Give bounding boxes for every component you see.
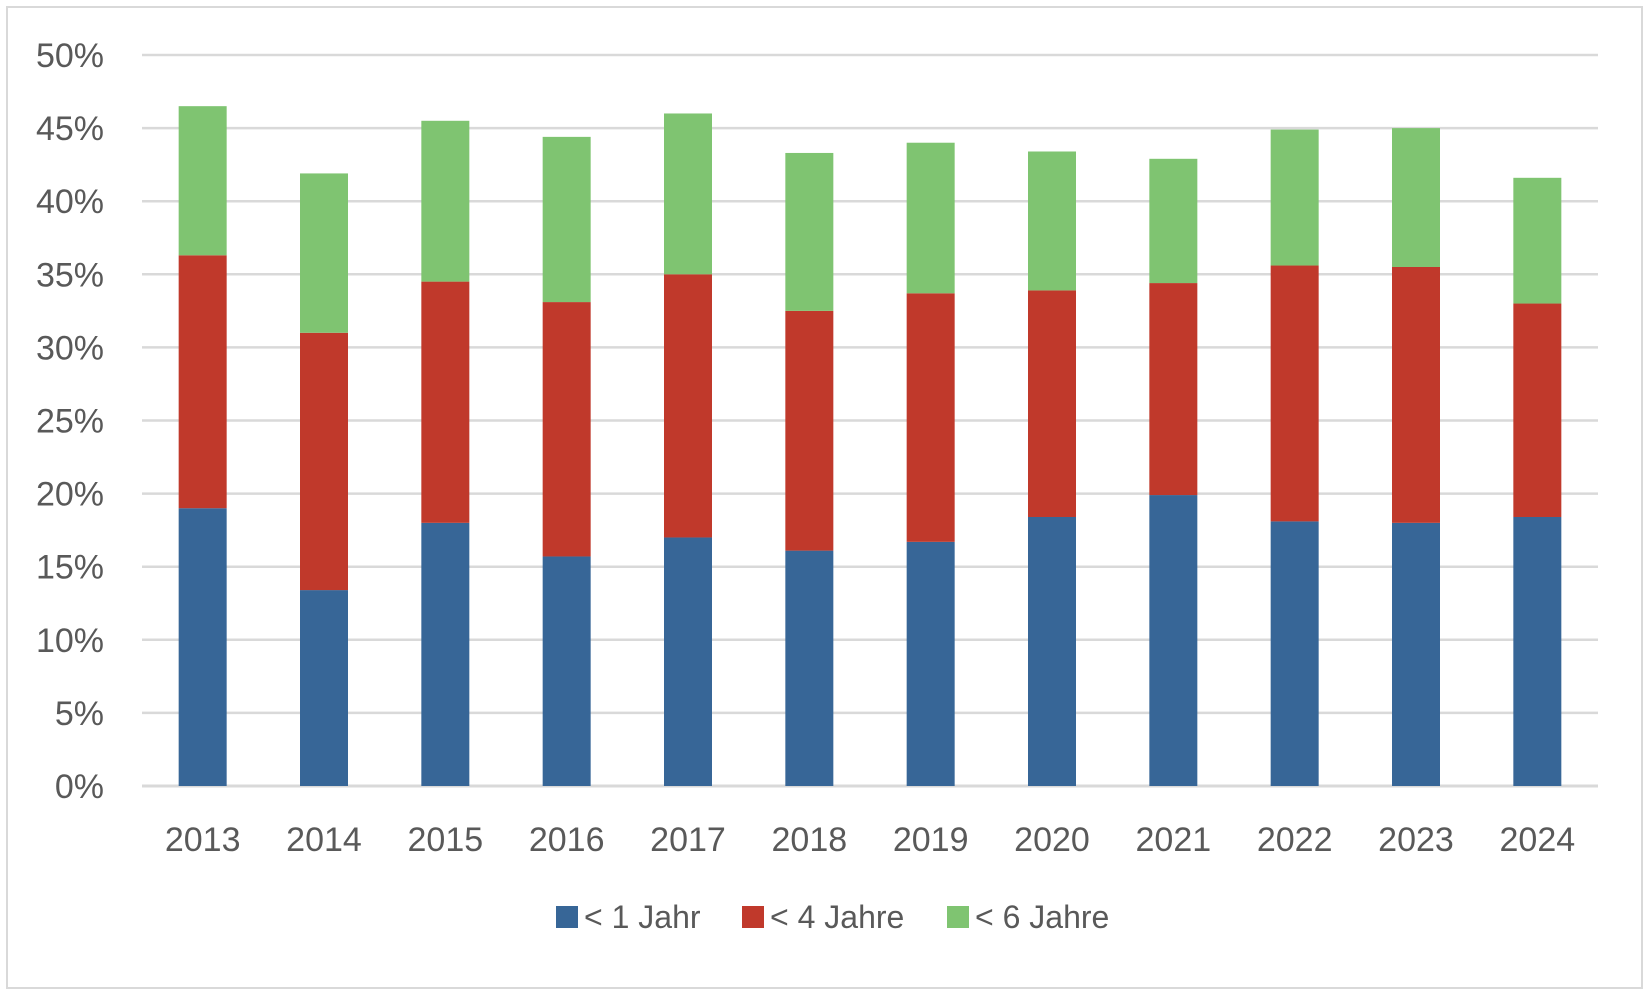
gridlines [142, 53, 1598, 788]
bar-segment [664, 113, 712, 275]
bar-segment [906, 541, 955, 786]
y-tick-label: 35% [36, 256, 104, 294]
bar-segment [300, 173, 348, 333]
x-tick-label: 2020 [1014, 821, 1090, 859]
legend: < 1 Jahr < 4 Jahre < 6 Jahre [556, 899, 1109, 935]
bar-segment [1149, 283, 1198, 496]
x-tick-label: 2013 [165, 821, 241, 859]
bar-segment [1028, 516, 1076, 786]
x-axis-ticks: 2013 2014 2015 2016 2017 2018 2019 2020 2021 2022… [165, 821, 1575, 859]
bar-segment [1513, 177, 1562, 304]
x-tick-label: 2019 [893, 821, 969, 859]
bar-segment [178, 106, 227, 256]
y-tick-label: 5% [55, 695, 104, 733]
bar-segment [178, 508, 227, 786]
bar-segment [1392, 266, 1440, 523]
bar-segment [421, 522, 470, 786]
bar-segment [1028, 151, 1076, 291]
bar-segment [785, 152, 834, 311]
x-tick-label: 2015 [408, 821, 484, 859]
bars [178, 106, 1562, 786]
legend-swatch [556, 906, 578, 928]
bar-segment [1513, 516, 1562, 786]
y-tick-label: 25% [36, 403, 104, 441]
bar-segment [1513, 303, 1562, 517]
bar-segment [542, 136, 591, 303]
y-tick-label: 10% [36, 622, 104, 660]
bar-segment [1392, 522, 1440, 786]
bar-segment [542, 302, 591, 557]
bar-segment [178, 255, 227, 509]
legend-label: < 4 Jahre [770, 899, 904, 935]
bar-segment [1270, 265, 1319, 522]
bar-segment [906, 293, 955, 542]
y-tick-label: 50% [36, 37, 104, 75]
bar-segment [664, 274, 712, 538]
x-tick-label: 2023 [1378, 821, 1454, 859]
bar-segment [1028, 290, 1076, 517]
y-tick-label: 30% [36, 329, 104, 367]
x-tick-label: 2021 [1136, 821, 1212, 859]
x-tick-label: 2022 [1257, 821, 1333, 859]
y-tick-label: 15% [36, 549, 104, 587]
bar-segment [785, 550, 834, 786]
x-tick-label: 2014 [286, 821, 362, 859]
bar-segment [421, 120, 470, 282]
bar-segment [421, 281, 470, 523]
x-tick-label: 2018 [772, 821, 848, 859]
y-tick-label: 45% [36, 110, 104, 148]
x-tick-label: 2016 [529, 821, 605, 859]
legend-swatch [742, 906, 764, 928]
y-axis-ticks: 0% 5% 10% 15% 20% 25% 30% 35% 40% 45% 50% [36, 37, 104, 806]
x-tick-label: 2017 [650, 821, 726, 859]
bar-segment [1270, 129, 1319, 266]
bar-segment [542, 556, 591, 786]
legend-label: < 1 Jahr [584, 899, 701, 935]
bar-segment [300, 332, 348, 591]
legend-label: < 6 Jahre [975, 899, 1109, 935]
y-tick-label: 0% [55, 768, 104, 806]
bar-segment [785, 310, 834, 551]
bar-segment [906, 142, 955, 294]
x-tick-label: 2024 [1500, 821, 1576, 859]
bar-segment [1149, 158, 1198, 284]
y-tick-label: 40% [36, 183, 104, 221]
bar-segment [1392, 128, 1440, 267]
bar-segment [1270, 521, 1319, 786]
bar-segment [664, 537, 712, 786]
legend-swatch [947, 906, 969, 928]
bar-segment [300, 590, 348, 786]
bar-segment [1149, 495, 1198, 786]
y-tick-label: 20% [36, 476, 104, 514]
